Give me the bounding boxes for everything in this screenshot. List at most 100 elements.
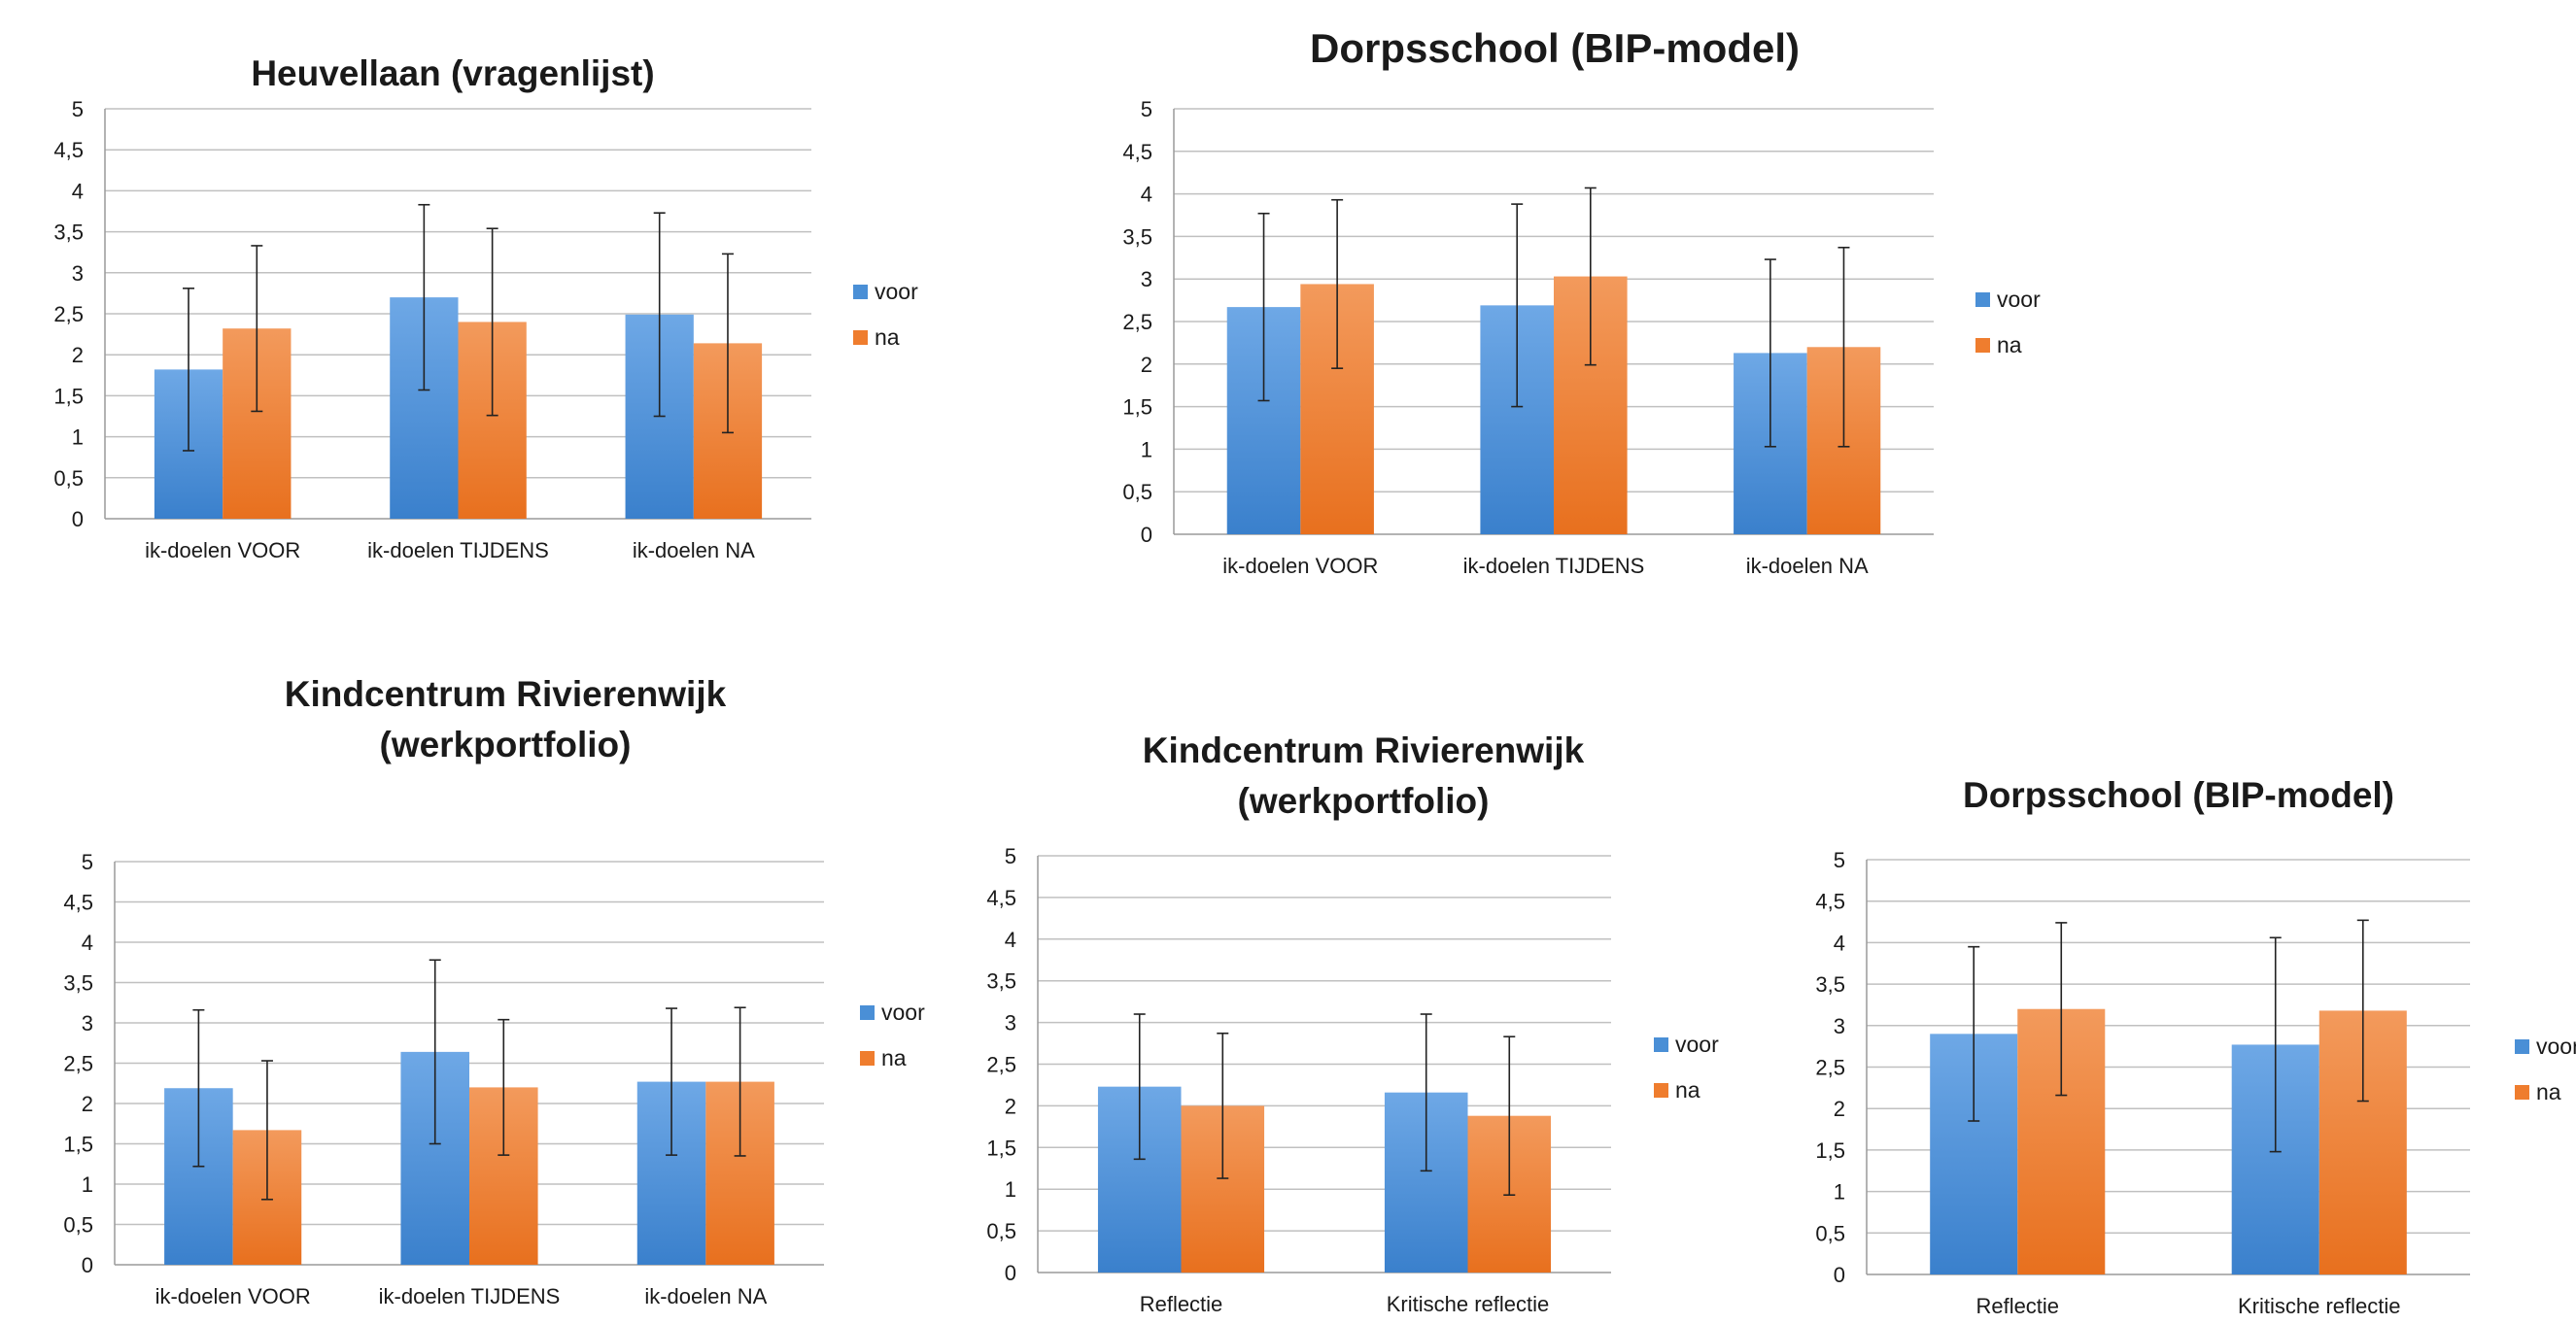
y-tick-label: 4 <box>1005 928 1016 952</box>
x-category-label: ik-doelen NA <box>644 1284 767 1308</box>
y-tick-label: 0 <box>82 1253 93 1277</box>
error-bar-voor-ik-doelen-na <box>1764 258 1776 448</box>
y-tick-label: 3 <box>1005 1011 1016 1035</box>
x-category-label: ik-doelen VOOR <box>145 538 300 562</box>
legend-swatch-voor <box>2515 1039 2529 1054</box>
chart-4: Kindcentrum Rivierenwijk (werkportfolio) 0… <box>972 719 1788 1319</box>
chart-title: Kindcentrum Rivierenwijk <box>285 674 727 714</box>
y-tick-label: 2 <box>1141 353 1152 377</box>
legend-label-na: na <box>1675 1077 1700 1103</box>
error-bar-voor-ik-doelen-tijdens <box>1511 203 1524 408</box>
chart-svg: Dorpsschool (BIP-model) 0 0,5 1 1,5 2 2,5 3 3,5 4… <box>1815 775 2576 1318</box>
legend-swatch-na <box>1975 338 1990 353</box>
y-tick-label: 3,5 <box>986 969 1016 994</box>
legend-swatch-voor <box>853 285 868 299</box>
error-bar-voor-kritische-reflectie <box>1420 1013 1432 1172</box>
error-bar-voor-ik-doelen-voor <box>192 1008 205 1168</box>
legend-swatch-na <box>860 1051 875 1066</box>
x-category-label: Reflectie <box>1975 1294 2059 1318</box>
legend-swatch-na <box>853 330 868 345</box>
error-bar-na-reflectie <box>2055 922 2068 1097</box>
legend-label-na: na <box>875 324 900 350</box>
legend-swatch-voor <box>1654 1037 1668 1052</box>
legend-label-na: na <box>2536 1079 2561 1104</box>
legend-swatch-voor <box>860 1005 875 1020</box>
chart-svg: Kindcentrum Rivierenwijk (werkportfolio) 0… <box>63 674 925 1308</box>
chart-title: Dorpsschool (BIP-model) <box>1963 775 2394 815</box>
y-tick-label: 5 <box>82 850 93 874</box>
y-tick-label: 0 <box>1005 1261 1016 1285</box>
error-bar-na-ik-doelen-voor <box>251 245 263 413</box>
y-tick-label: 4,5 <box>1815 890 1845 914</box>
y-tick-label: 1 <box>82 1172 93 1197</box>
legend-swatch-na <box>2515 1085 2529 1100</box>
error-bar-voor-ik-doelen-na <box>653 212 666 418</box>
y-tick-label: 0,5 <box>53 466 84 491</box>
legend-label-voor: voor <box>1675 1032 1719 1057</box>
chart-title: (werkportfolio) <box>380 725 632 764</box>
y-tick-label: 4 <box>1141 183 1152 207</box>
y-tick-label: 2,5 <box>1122 310 1152 334</box>
chart-title: Heuvellaan (vragenlijst) <box>251 53 654 93</box>
chart-svg: Heuvellaan (vragenlijst) 0 0,5 1 1,5 2 2,5 3 3,5… <box>53 53 918 562</box>
y-tick-label: 3,5 <box>1815 972 1845 997</box>
error-bar-voor-kritische-reflectie <box>2269 936 2282 1153</box>
y-tick-label: 3,5 <box>1122 224 1152 249</box>
chart-1: Heuvellaan (vragenlijst) 0 0,5 1 1,5 2 2,5 3 3,5… <box>0 0 1049 602</box>
chart-svg: Dorpsschool (BIP-model) 0 0,5 1 1,5 2 2,5 3 3,5 4… <box>1122 25 2041 578</box>
y-tick-label: 0 <box>72 507 84 531</box>
y-tick-label: 3 <box>72 261 84 286</box>
error-bar-voor-reflectie <box>1133 1013 1146 1161</box>
y-tick-label: 5 <box>1005 844 1016 868</box>
y-tick-label: 4,5 <box>53 138 84 162</box>
chart-title: Dorpsschool (BIP-model) <box>1310 25 1800 71</box>
error-bar-na-kritische-reflectie <box>2356 919 2369 1103</box>
y-tick-label: 1 <box>72 425 84 450</box>
y-tick-label: 5 <box>1141 97 1152 121</box>
y-tick-label: 4 <box>82 931 93 955</box>
x-category-label: ik-doelen VOOR <box>1222 554 1378 578</box>
y-tick-label: 0,5 <box>986 1219 1016 1243</box>
y-tick-label: 0,5 <box>1815 1221 1845 1245</box>
legend-swatch-voor <box>1975 292 1990 307</box>
x-category-label: ik-doelen TIJDENS <box>379 1284 561 1308</box>
y-tick-label: 2,5 <box>1815 1056 1845 1080</box>
error-bar-na-reflectie <box>1217 1032 1229 1179</box>
error-bar-voor-ik-doelen-voor <box>183 288 195 452</box>
y-tick-label: 3 <box>1141 267 1152 291</box>
y-tick-label: 2 <box>1834 1097 1845 1121</box>
error-bar-na-ik-doelen-na <box>721 253 734 434</box>
chart-5: Dorpsschool (BIP-model) 0 0,5 1 1,5 2 2,5 3 3,5 4… <box>1778 767 2576 1319</box>
error-bar-na-ik-doelen-voor <box>1331 198 1344 369</box>
x-category-label: Kritische reflectie <box>2238 1294 2401 1318</box>
y-tick-label: 3 <box>1834 1014 1845 1038</box>
x-category-label: ik-doelen NA <box>1746 554 1869 578</box>
y-tick-label: 1,5 <box>986 1136 1016 1160</box>
x-category-label: Kritische reflectie <box>1387 1292 1550 1316</box>
y-tick-label: 1,5 <box>63 1133 93 1157</box>
y-tick-label: 4 <box>72 179 84 203</box>
chart-title: (werkportfolio) <box>1238 781 1490 821</box>
error-bar-voor-reflectie <box>1968 945 1980 1122</box>
x-category-label: ik-doelen TIJDENS <box>1463 554 1645 578</box>
y-tick-label: 0,5 <box>63 1213 93 1238</box>
y-tick-label: 2,5 <box>986 1053 1016 1077</box>
legend-label-na: na <box>1997 332 2022 357</box>
legend-label-voor: voor <box>875 279 918 304</box>
y-tick-label: 5 <box>72 97 84 121</box>
error-bar-na-kritische-reflectie <box>1503 1035 1516 1197</box>
x-category-label: ik-doelen VOOR <box>155 1284 311 1308</box>
error-bar-voor-ik-doelen-tijdens <box>418 203 430 391</box>
y-tick-label: 1 <box>1141 437 1152 461</box>
y-tick-label: 2,5 <box>53 302 84 326</box>
error-bar-voor-ik-doelen-na <box>666 1007 678 1156</box>
error-bar-na-ik-doelen-na <box>1838 246 1850 448</box>
legend-label-voor: voor <box>2536 1034 2576 1059</box>
y-tick-label: 4 <box>1834 931 1845 955</box>
y-tick-label: 0,5 <box>1122 480 1152 504</box>
error-bar-na-ik-doelen-tijdens <box>1584 187 1597 366</box>
y-tick-label: 3,5 <box>63 971 93 996</box>
y-tick-label: 2,5 <box>63 1052 93 1076</box>
error-bar-na-ik-doelen-tijdens <box>498 1018 510 1156</box>
y-tick-label: 5 <box>1834 848 1845 872</box>
